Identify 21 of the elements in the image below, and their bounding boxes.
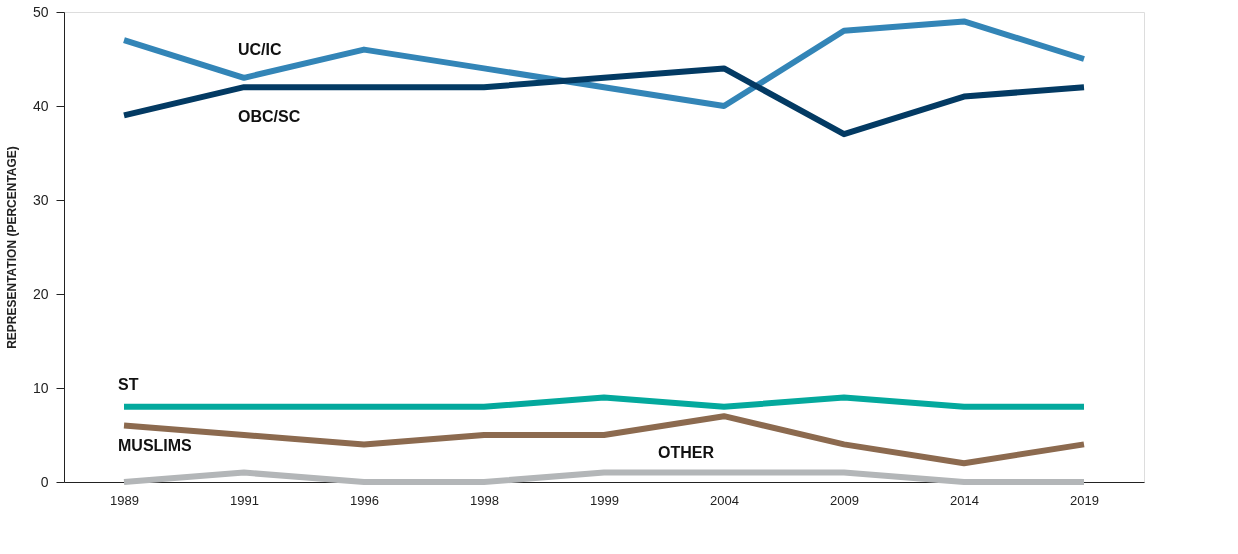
- x-tick-label: 1996: [350, 492, 379, 508]
- y-tick-label: 40: [32, 97, 49, 114]
- series-label: ST: [118, 375, 139, 393]
- y-tick-label: 50: [32, 3, 49, 20]
- x-tick-label: 1989: [110, 492, 139, 508]
- series-label: UC/IC: [238, 40, 282, 58]
- series-label: OTHER: [658, 443, 715, 461]
- x-tick-label: 2004: [710, 492, 739, 508]
- x-tick-label: 2009: [830, 492, 859, 508]
- y-tick-label: 20: [32, 285, 49, 302]
- x-tick-label: 2019: [1070, 492, 1099, 508]
- x-tick-label: 1998: [470, 492, 499, 508]
- y-tick-label: 30: [32, 191, 49, 208]
- series-label: OBC/SC: [238, 108, 301, 126]
- series-label: MUSLIMS: [118, 436, 193, 454]
- x-tick-label: 2014: [950, 492, 979, 508]
- y-axis-title: REPRESENTATION (PERCENTAGE): [4, 146, 19, 349]
- y-tick-label: 0: [40, 473, 49, 490]
- x-tick-label: 1991: [230, 492, 259, 508]
- y-tick-label: 10: [32, 379, 49, 396]
- x-tick-label: 1999: [590, 492, 619, 508]
